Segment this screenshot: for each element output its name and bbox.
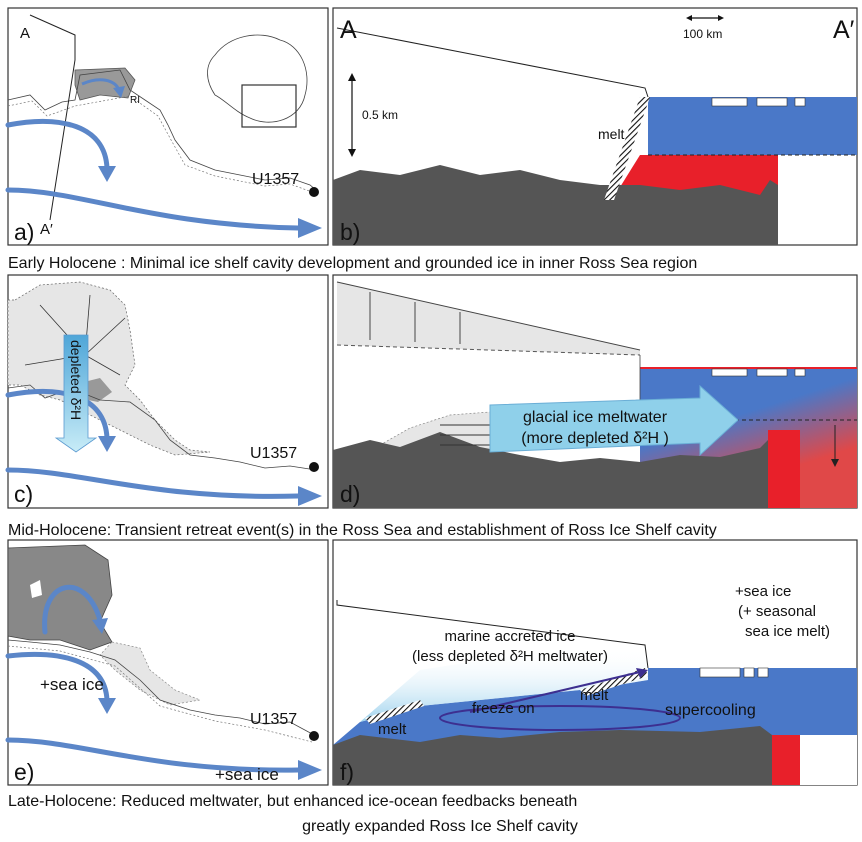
- rect-shape: [700, 668, 740, 677]
- label-melt-left: melt: [378, 721, 407, 738]
- label-freeze-on: freeze on: [472, 700, 535, 717]
- rect-shape: [772, 735, 800, 785]
- label-section-end: A′: [833, 16, 855, 44]
- caption: Mid-Holocene: Transient retreat event(s)…: [8, 522, 717, 539]
- label-transect-end: A′: [40, 221, 53, 238]
- panel-b: A A′ 100 km 0.5 km melt b): [333, 8, 857, 245]
- caption: greatly expanded Ross Ice Shelf cavity: [302, 818, 578, 835]
- caption: Early Holocene : Minimal ice shelf cavit…: [8, 255, 697, 272]
- rect-shape: [800, 735, 857, 785]
- label-sea-ice-line2: (+ seasonal: [738, 603, 816, 620]
- polygon-shape: [337, 282, 640, 355]
- label-label: e): [14, 759, 34, 785]
- label-transect-start: A: [20, 25, 30, 42]
- label-label: b): [340, 219, 360, 245]
- rect-shape: [744, 668, 754, 677]
- path-shape: [8, 121, 107, 168]
- circle-shape: [309, 187, 319, 197]
- label-sea-ice-1: +sea ice: [40, 675, 104, 694]
- panel-a: A A′ RI U1357 a): [8, 8, 328, 245]
- label-sea-ice-line3: sea ice melt): [745, 623, 830, 640]
- label-arrow-line1: glacial ice meltwater: [523, 409, 668, 426]
- label-site: U1357: [250, 711, 297, 728]
- label-site: U1357: [250, 445, 297, 462]
- panel-d: glacial ice meltwater (more depleted δ²H…: [333, 275, 857, 508]
- polygon-shape: [298, 218, 322, 238]
- polygon-shape: [298, 760, 322, 780]
- panel-e: +sea ice +sea ice U1357 e): [8, 540, 328, 785]
- polygon-shape: [98, 436, 116, 452]
- polygon-shape: [718, 15, 724, 21]
- rect-shape: [712, 98, 747, 106]
- rect-shape: [757, 369, 787, 376]
- caption: Late-Holocene: Reduced meltwater, but en…: [8, 793, 577, 810]
- rect-shape: [768, 430, 800, 508]
- label-label: d): [340, 481, 360, 507]
- polygon-shape: [686, 15, 692, 21]
- circle-shape: [309, 731, 319, 741]
- label-scale-vertical: 0.5 km: [362, 108, 398, 122]
- polyline-shape: [337, 28, 648, 97]
- label-melt: melt: [598, 126, 625, 142]
- rect-shape: [712, 369, 747, 376]
- label-sea-ice-line1: +sea ice: [735, 583, 791, 600]
- label-section-start: A: [340, 16, 357, 44]
- circle-shape: [309, 462, 319, 472]
- label-arrow: depleted δ²H: [68, 340, 84, 420]
- label-supercooling: supercooling: [665, 702, 756, 719]
- label-accreted-line2: (less depleted δ²H meltwater): [412, 648, 608, 665]
- rect-shape: [795, 98, 805, 106]
- label-label: c): [14, 481, 33, 507]
- label-scale-horizontal: 100 km: [683, 27, 722, 41]
- label-sea-ice-2: +sea ice: [215, 765, 279, 784]
- path-shape: [8, 470, 298, 496]
- page: {"panels": [ {"label": "a)", "transect_s…: [0, 0, 862, 837]
- figure: A A′ RI U1357 a) A A′ 100 km 0.5 km melt…: [0, 0, 862, 837]
- label-melt-right: melt: [580, 687, 609, 704]
- polygon-shape: [98, 166, 116, 182]
- label-site: U1357: [252, 171, 299, 188]
- label-label: a): [14, 219, 34, 245]
- path-shape: [100, 642, 200, 705]
- label-arrow-line2: (more depleted δ²H ): [521, 430, 669, 447]
- rect-shape: [795, 369, 805, 376]
- polygon-shape: [298, 486, 322, 506]
- polygon-shape: [348, 149, 356, 157]
- path-shape: [208, 35, 308, 122]
- panel-c: depleted δ²H U1357 c): [8, 275, 328, 508]
- label-label: f): [340, 759, 354, 785]
- rect-shape: [757, 98, 787, 106]
- label-accreted-line1: marine accreted ice: [445, 628, 576, 645]
- polygon-shape: [348, 73, 356, 81]
- label-region: RI: [130, 95, 140, 106]
- rect-shape: [648, 97, 857, 155]
- polygon-shape: [98, 698, 116, 714]
- panel-f: +sea ice (+ seasonal sea ice melt) marin…: [333, 540, 857, 785]
- rect-shape: [758, 668, 768, 677]
- path-shape: [8, 545, 112, 650]
- rect-shape: [242, 85, 296, 127]
